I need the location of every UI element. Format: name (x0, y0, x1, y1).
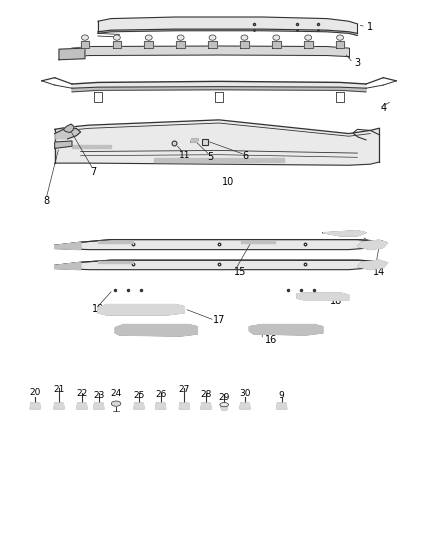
Polygon shape (64, 124, 74, 133)
Polygon shape (98, 261, 133, 263)
Text: 23: 23 (93, 391, 105, 400)
Text: 17: 17 (213, 316, 225, 325)
Text: 3: 3 (354, 58, 360, 68)
Text: 11: 11 (179, 151, 190, 160)
Text: 28: 28 (200, 390, 212, 399)
Polygon shape (201, 403, 211, 409)
Text: 1: 1 (367, 21, 374, 31)
Polygon shape (155, 403, 166, 409)
Text: 30: 30 (239, 389, 251, 398)
Polygon shape (55, 141, 72, 148)
Ellipse shape (305, 35, 312, 40)
Polygon shape (115, 325, 198, 336)
Text: 6: 6 (242, 151, 248, 161)
Polygon shape (297, 293, 349, 300)
Polygon shape (55, 128, 81, 139)
Polygon shape (98, 29, 357, 36)
Polygon shape (240, 403, 250, 409)
Polygon shape (240, 241, 275, 243)
Polygon shape (323, 231, 366, 236)
Polygon shape (55, 260, 383, 270)
Text: 4: 4 (380, 103, 386, 114)
Text: 7: 7 (91, 166, 97, 176)
Text: 22: 22 (76, 389, 88, 398)
Polygon shape (55, 240, 383, 249)
Text: 21: 21 (53, 385, 65, 394)
Polygon shape (72, 87, 366, 92)
Polygon shape (72, 82, 366, 88)
Polygon shape (55, 120, 379, 165)
Polygon shape (336, 41, 344, 48)
Ellipse shape (241, 35, 248, 40)
Text: 9: 9 (279, 391, 285, 400)
Polygon shape (357, 240, 388, 249)
Polygon shape (55, 262, 81, 270)
Polygon shape (81, 41, 89, 48)
Polygon shape (55, 242, 81, 249)
Text: 5: 5 (207, 152, 213, 162)
Polygon shape (240, 41, 249, 48)
Text: 27: 27 (179, 385, 190, 394)
Polygon shape (30, 403, 40, 409)
Polygon shape (59, 48, 85, 60)
Polygon shape (179, 403, 190, 409)
Polygon shape (77, 403, 87, 409)
Ellipse shape (337, 35, 343, 40)
Polygon shape (72, 145, 111, 148)
Text: 19: 19 (92, 304, 104, 314)
Text: 20: 20 (29, 387, 41, 397)
Polygon shape (98, 304, 184, 315)
Ellipse shape (111, 401, 121, 406)
Text: 16: 16 (265, 335, 277, 345)
Polygon shape (154, 158, 284, 162)
Ellipse shape (81, 35, 88, 40)
Polygon shape (94, 403, 104, 409)
Polygon shape (208, 41, 217, 48)
Polygon shape (54, 403, 64, 409)
Polygon shape (134, 403, 144, 409)
Polygon shape (191, 139, 198, 142)
Polygon shape (357, 260, 388, 270)
Text: 18: 18 (330, 296, 342, 306)
Text: 26: 26 (155, 390, 166, 399)
Text: 8: 8 (43, 196, 49, 206)
Text: 13: 13 (373, 240, 385, 251)
Text: 14: 14 (373, 267, 385, 277)
Ellipse shape (273, 35, 280, 40)
Ellipse shape (209, 35, 216, 40)
Ellipse shape (113, 35, 120, 40)
Ellipse shape (145, 35, 152, 40)
Text: 24: 24 (110, 389, 122, 398)
Text: 29: 29 (219, 393, 230, 402)
Text: 25: 25 (133, 391, 145, 400)
Polygon shape (72, 46, 349, 56)
Polygon shape (276, 403, 287, 409)
Ellipse shape (177, 35, 184, 40)
Polygon shape (177, 41, 185, 48)
Polygon shape (98, 241, 133, 243)
Polygon shape (304, 41, 313, 48)
Polygon shape (221, 406, 228, 410)
Text: 10: 10 (222, 177, 234, 187)
Polygon shape (98, 17, 357, 34)
Polygon shape (145, 41, 153, 48)
Polygon shape (272, 41, 281, 48)
Ellipse shape (220, 402, 229, 407)
Polygon shape (249, 325, 323, 335)
Text: 15: 15 (234, 267, 247, 277)
Polygon shape (113, 41, 121, 48)
